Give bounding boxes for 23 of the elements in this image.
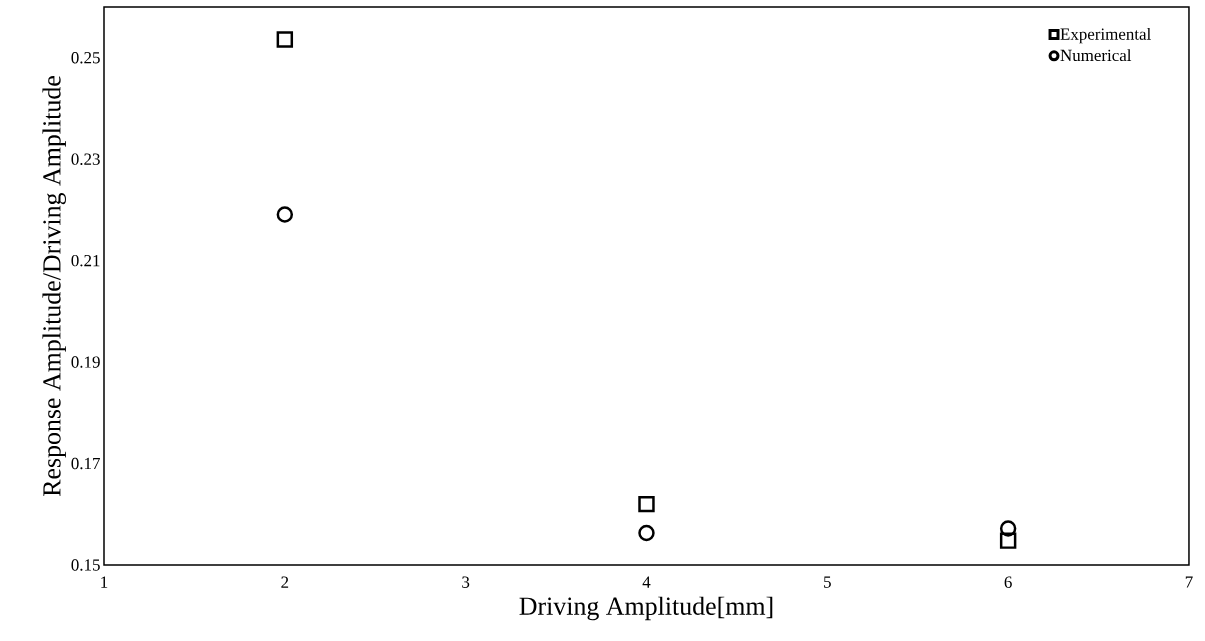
y-tick-label: 0.23: [71, 153, 100, 165]
y-tick-label: 0.15: [71, 559, 100, 571]
point: [999, 520, 1017, 537]
y-tick-label: 0.25: [71, 51, 100, 64]
legend-label: Numerical: [1060, 49, 1132, 62]
point: [999, 532, 1017, 549]
y-tick-label: 0.21: [71, 254, 100, 267]
x-tick-label: 7: [1185, 576, 1193, 588]
point: [638, 495, 655, 513]
point: [276, 31, 294, 48]
x-tick-label: 5: [824, 576, 831, 588]
legend-label: Experimental: [1060, 27, 1151, 44]
x-tick-label: 2: [281, 576, 289, 588]
x-tick-label: 4: [642, 576, 651, 588]
y-axis-title: Response Amplitude/Driving Amplitude: [42, 76, 66, 497]
x-tick-label: 3: [462, 576, 470, 588]
point: [638, 524, 655, 542]
x-tick-label: 1: [101, 576, 108, 588]
y-tick-label: 0.17: [71, 457, 100, 470]
x-tick-label: 6: [1004, 576, 1012, 588]
x-axis-title: Driving Amplitude[mm]: [519, 596, 773, 621]
point: [276, 206, 294, 223]
y-tick-label: 0.19: [71, 356, 100, 368]
